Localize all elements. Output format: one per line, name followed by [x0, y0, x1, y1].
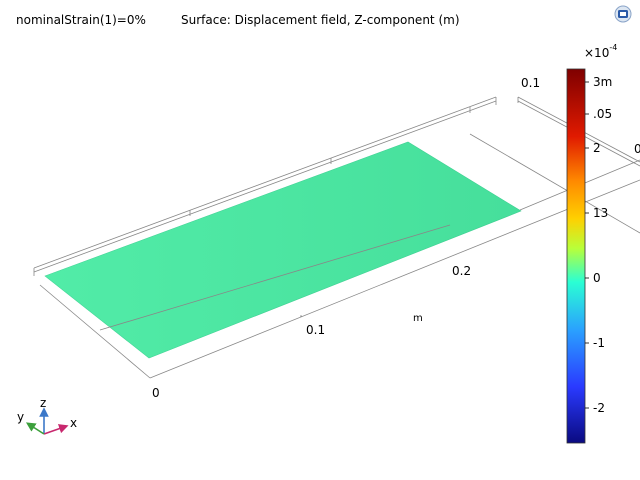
triad-y-label: y	[17, 410, 25, 424]
colorbar-tick-label: .05	[593, 107, 613, 121]
surface-shade	[45, 142, 521, 358]
colorbar-tick-label: -2	[593, 401, 605, 415]
colorbar-tick-label: 0	[593, 271, 601, 285]
axis-unit-label: m	[413, 313, 423, 324]
plot-title: Surface: Displacement field, Z-component…	[181, 13, 460, 27]
zoom-extents-icon[interactable]	[612, 4, 634, 24]
axis-tick-label: 0	[152, 386, 160, 400]
colorbar-tick-label: -1	[593, 336, 605, 350]
triad-z-label: z	[40, 396, 47, 410]
triad-x-label: x	[70, 416, 78, 430]
axis-tick-label: 0.1	[521, 76, 541, 90]
axis-tick-label: 0	[634, 142, 640, 156]
axis-tick-label: 0.2	[452, 264, 472, 278]
colorbar-multiplier: ×10-4	[584, 43, 618, 60]
colorbar-tick-label: 13	[593, 206, 609, 220]
parameter-label: nominalStrain(1)=0%	[16, 13, 146, 27]
colorbar-tick-label: 3m	[593, 75, 613, 89]
axis-tick-label: 0.1	[306, 323, 326, 337]
colorbar-tick-label: 2	[593, 141, 601, 155]
